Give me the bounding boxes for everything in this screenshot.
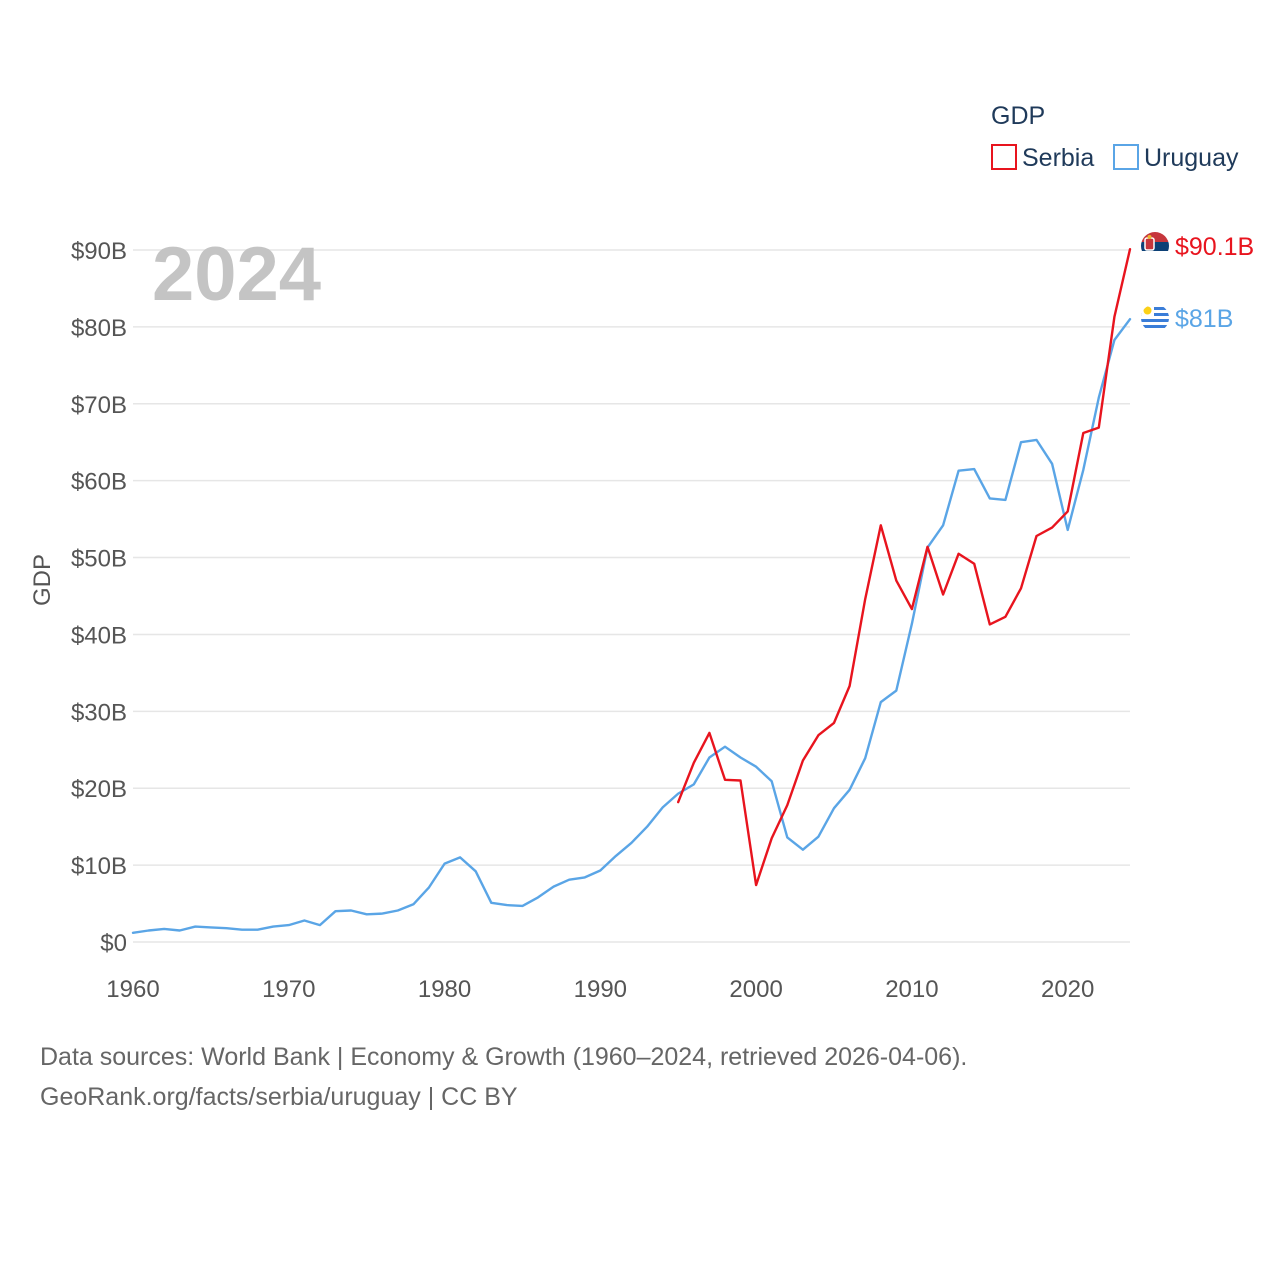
footer-sources: Data sources: World Bank | Economy & Gro… [40, 1043, 968, 1071]
gdp-line-chart: $0 $10B $20B $30B $40B $50B $60B $70B $80B $90B 1… [29, 102, 1254, 1003]
legend-swatch-uruguay [1113, 144, 1139, 170]
legend-item-uruguay[interactable]: Uruguay [1113, 144, 1239, 172]
gridlines [133, 249, 1130, 943]
series-lines [131, 247, 1132, 934]
series-line-uruguay[interactable] [131, 318, 1132, 934]
y-tick-label: $0 [100, 930, 127, 957]
y-tick-label: $60B [71, 469, 127, 496]
y-tick-label: $40B [71, 622, 127, 649]
uruguay-flag-icon [1141, 304, 1169, 332]
y-axis-title: GDP [29, 554, 56, 606]
legend-title: GDP [991, 102, 1045, 130]
y-axis-ticks: $0 $10B $20B $30B $40B $50B $60B $70B $80B $90B [71, 238, 127, 957]
y-tick-label: $80B [71, 315, 127, 342]
y-tick-label: $90B [71, 238, 127, 265]
x-axis-ticks: 1960 1970 1980 1990 2000 2010 2020 [106, 976, 1094, 1003]
x-tick-label: 2010 [885, 976, 938, 1003]
y-tick-label: $50B [71, 546, 127, 573]
legend-swatch-serbia [991, 144, 1017, 170]
uruguay-end-value-label: $81B [1175, 305, 1233, 333]
x-tick-label: 1990 [574, 976, 627, 1003]
current-year-label: 2024 [152, 232, 321, 317]
legend: GDP Serbia Uruguay [991, 102, 1239, 172]
x-tick-label: 1970 [262, 976, 315, 1003]
y-tick-label: $10B [71, 853, 127, 880]
x-tick-label: 1980 [418, 976, 471, 1003]
y-tick-label: $70B [71, 392, 127, 419]
x-tick-label: 1960 [106, 976, 159, 1003]
x-tick-label: 2000 [729, 976, 782, 1003]
x-tick-label: 2020 [1041, 976, 1094, 1003]
serbia-flag-icon [1141, 232, 1169, 260]
series-line-serbia[interactable] [677, 247, 1132, 887]
legend-item-serbia[interactable]: Serbia [991, 144, 1094, 172]
legend-label-serbia: Serbia [1022, 144, 1094, 172]
serbia-end-value-label: $90.1B [1175, 233, 1254, 261]
y-tick-label: $20B [71, 776, 127, 803]
footer-attribution: GeoRank.org/facts/serbia/uruguay | CC BY [40, 1083, 518, 1111]
y-tick-label: $30B [71, 699, 127, 726]
legend-label-uruguay: Uruguay [1144, 144, 1239, 172]
